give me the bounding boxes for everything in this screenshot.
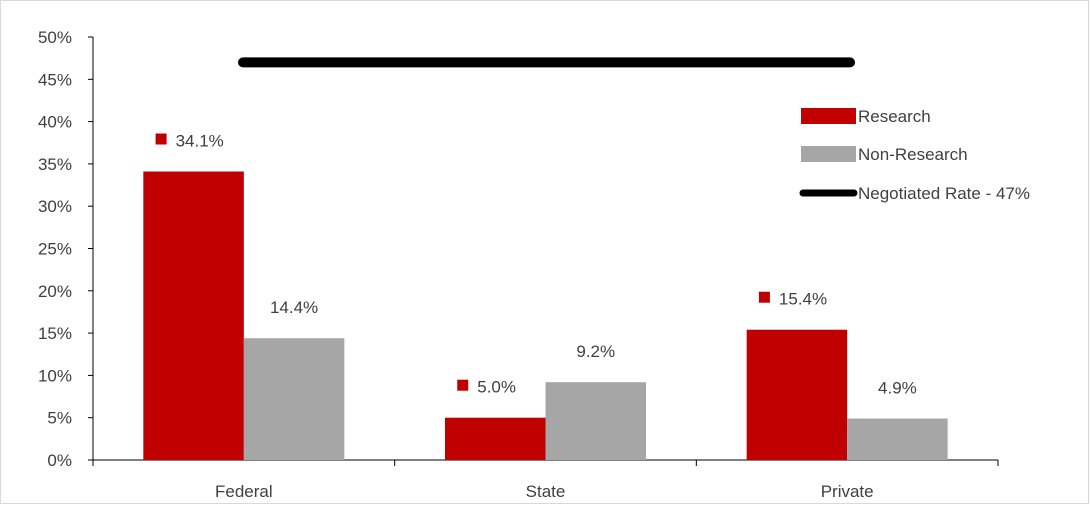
x-tick-label: State — [526, 482, 566, 501]
y-tick-label: 30% — [38, 197, 72, 216]
x-tick-label: Private — [821, 482, 874, 501]
data-label-marker — [457, 379, 469, 391]
legend-label: Research — [858, 107, 931, 126]
legend: Research Non-Research Negotiated Rate - 47… — [799, 107, 1030, 203]
data-labels: 34.1% 14.4% 5.0% 9.2% 15.4% 4.9% — [155, 132, 917, 398]
bar-non-research — [545, 382, 646, 460]
y-tick-label: 25% — [38, 240, 72, 259]
x-tick-label: Federal — [215, 482, 273, 501]
data-label: 9.2% — [576, 342, 615, 361]
bars — [143, 171, 948, 461]
y-tick-label: 10% — [38, 366, 72, 385]
data-label: 14.4% — [270, 298, 318, 317]
bar-non-research — [847, 418, 948, 460]
x-axis: Federal State Private — [92, 459, 999, 501]
bar-research — [445, 417, 546, 460]
data-label: 5.0% — [477, 378, 516, 397]
data-label: 34.1% — [176, 132, 224, 151]
y-axis: 0% 5% 10% 15% 20% 25% 30% 35% 40% 45% 50% — [38, 28, 94, 470]
y-tick-label: 15% — [38, 324, 72, 343]
y-tick-label: 20% — [38, 282, 72, 301]
data-label-marker — [758, 291, 770, 303]
data-label-marker — [155, 133, 167, 145]
y-tick-label: 50% — [38, 28, 72, 47]
y-tick-label: 40% — [38, 113, 72, 132]
legend-label: Negotiated Rate - 47% — [858, 184, 1030, 203]
legend-swatch-non-research — [801, 146, 856, 162]
y-tick-label: 0% — [47, 451, 72, 470]
y-tick-label: 35% — [38, 155, 72, 174]
legend-swatch-research — [801, 108, 856, 124]
bar-research — [746, 329, 848, 460]
legend-label: Non-Research — [858, 145, 968, 164]
data-label: 15.4% — [779, 290, 827, 309]
bar-non-research — [243, 338, 345, 460]
bar-research — [143, 171, 244, 461]
y-tick-label: 45% — [38, 70, 72, 89]
data-label: 4.9% — [878, 379, 917, 398]
y-tick-label: 5% — [47, 409, 72, 428]
